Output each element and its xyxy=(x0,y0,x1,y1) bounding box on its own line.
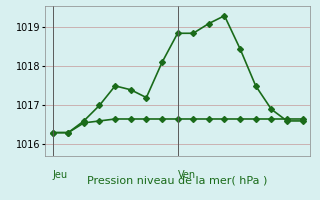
X-axis label: Pression niveau de la mer( hPa ): Pression niveau de la mer( hPa ) xyxy=(87,175,268,185)
Text: Ven: Ven xyxy=(178,170,196,180)
Text: Jeu: Jeu xyxy=(52,170,68,180)
